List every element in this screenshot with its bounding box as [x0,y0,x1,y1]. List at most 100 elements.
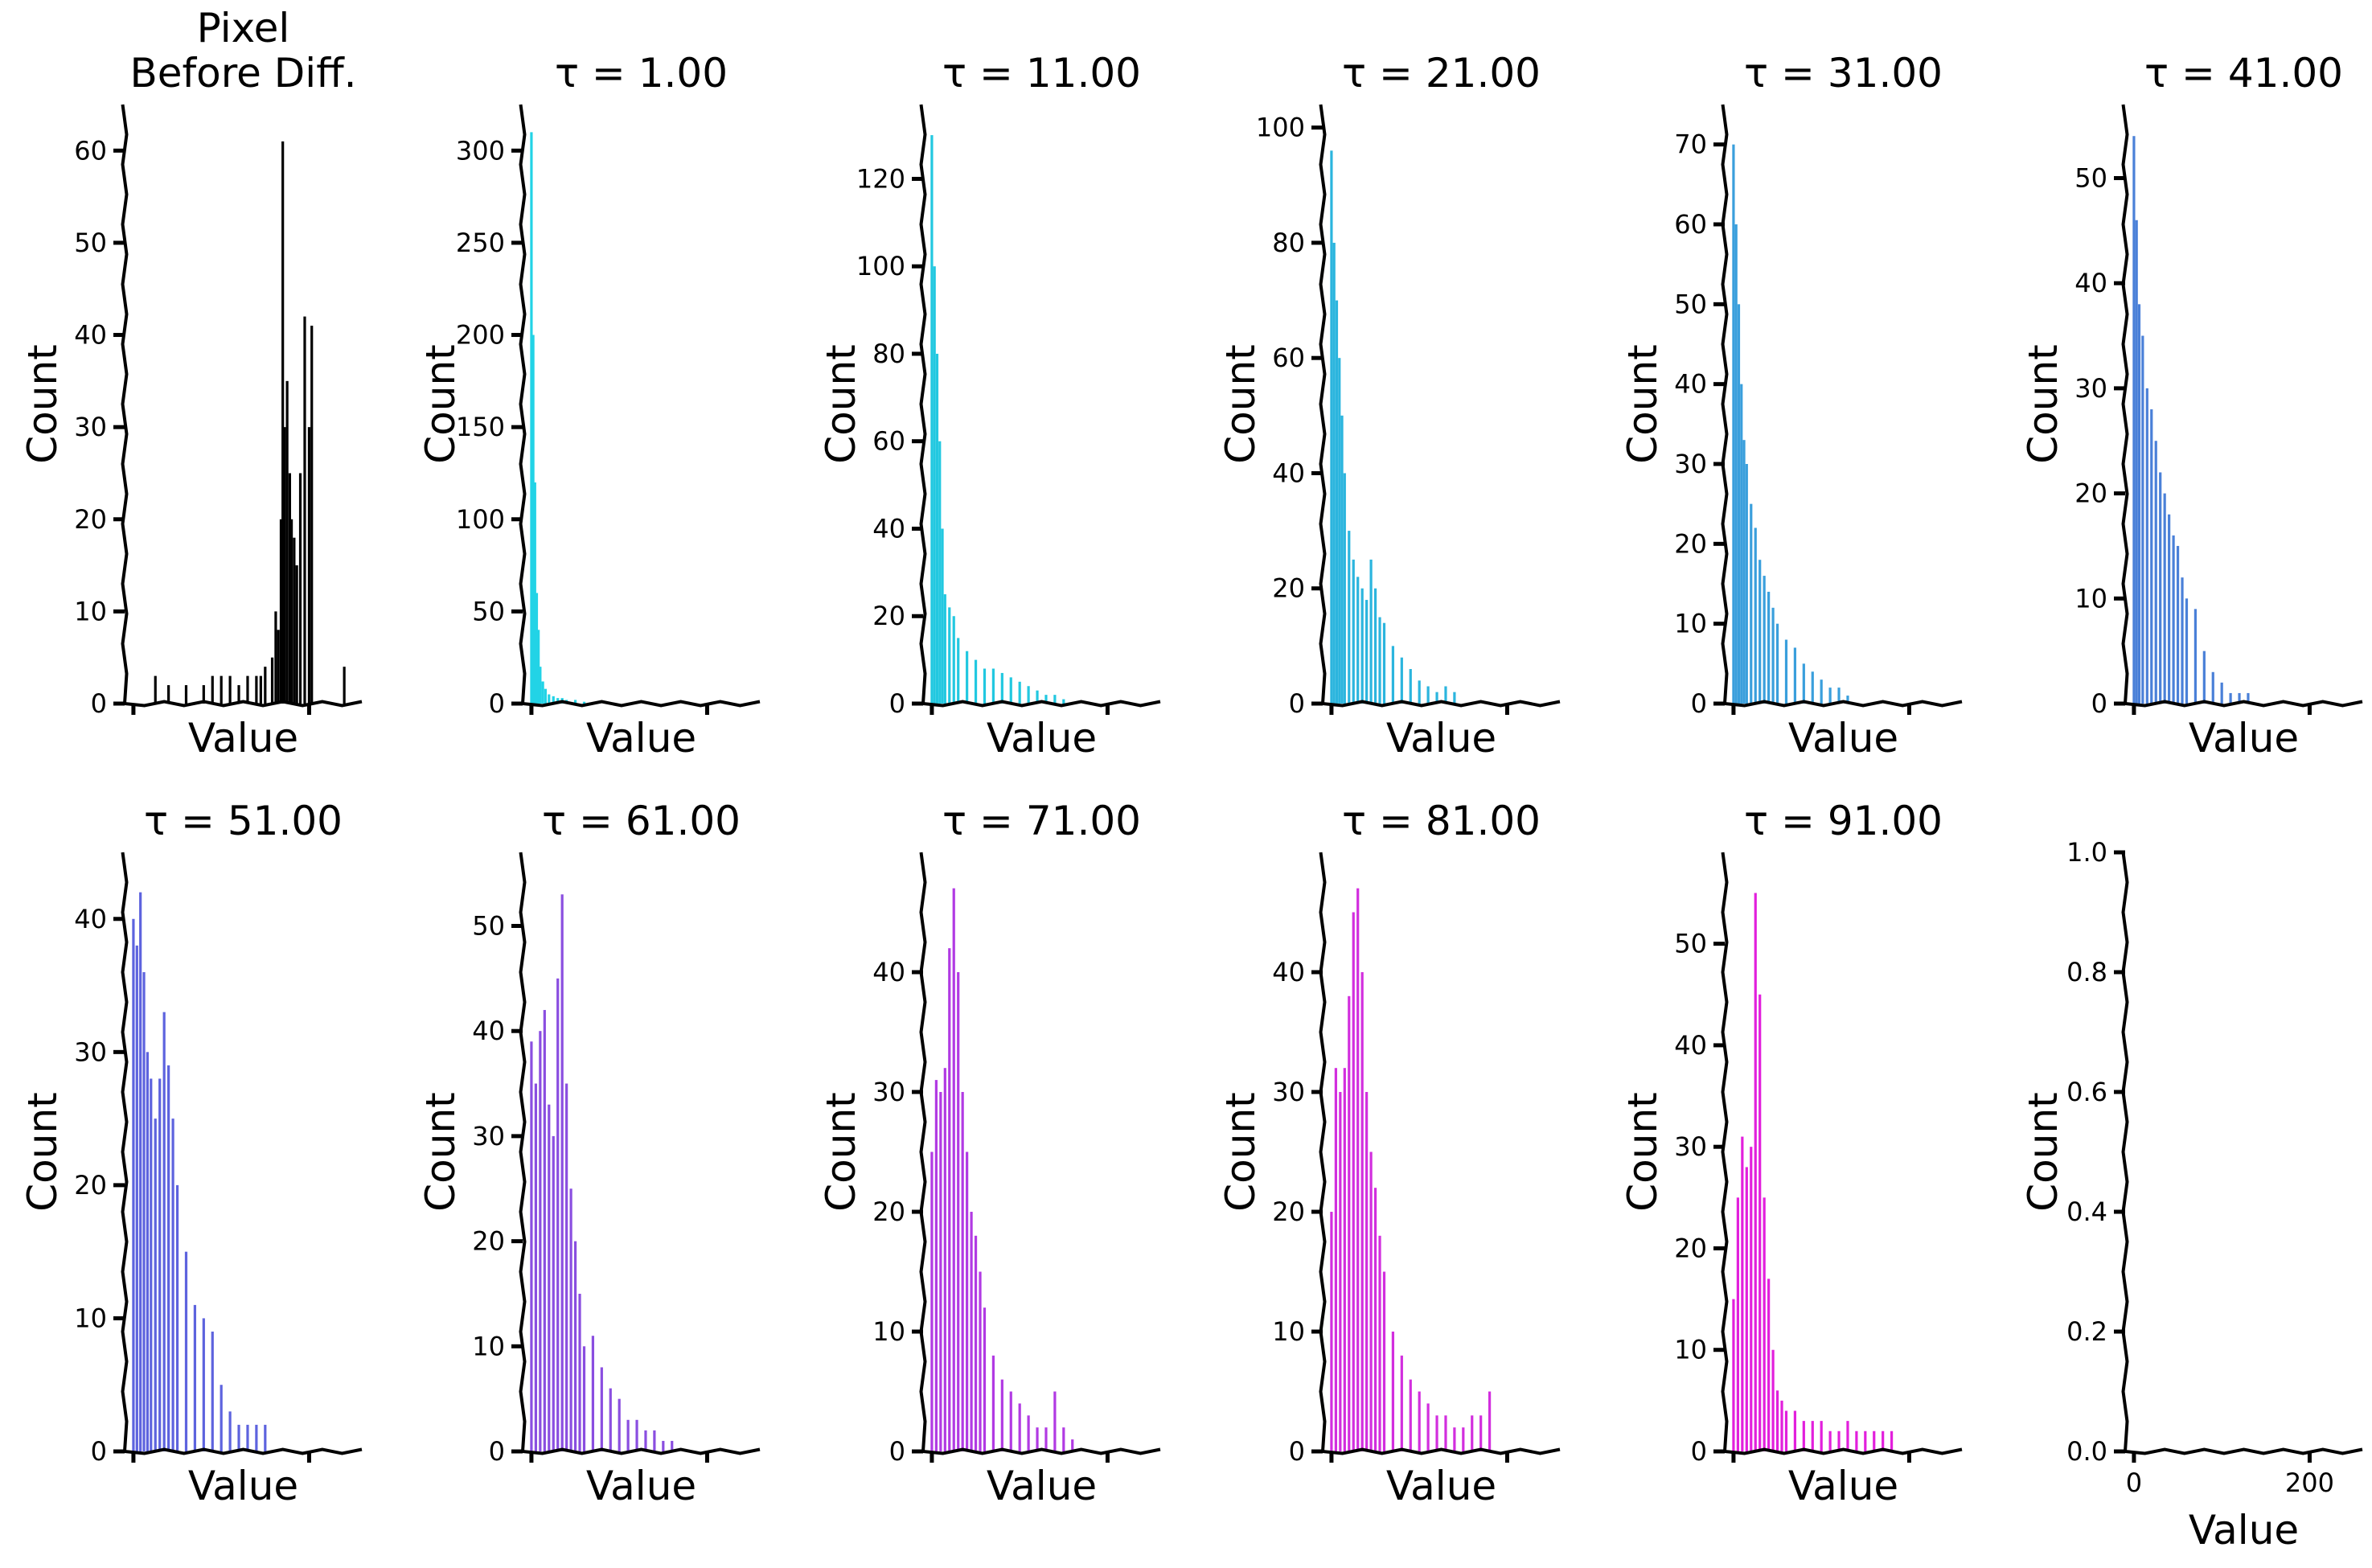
histogram-bar [255,1424,258,1451]
y-tick-label: 40 [872,513,905,544]
histogram-bar [1330,150,1333,704]
y-axis-spine [1721,104,1729,704]
histogram-bar [2176,545,2180,704]
subplot-2: 0 50 100 150 200 250 300 Value Count τ = 1.00 [417,50,761,761]
histogram-bar [246,1424,249,1451]
histogram-bar [1343,1068,1346,1451]
histogram-bar [578,1293,581,1451]
histogram-bar [1754,527,1757,704]
histogram-bar [2229,692,2232,704]
histogram-bar [618,1398,621,1451]
subplot-title: τ = 11.00 [942,50,1141,96]
y-axis-label: Count [818,1092,864,1212]
histogram-bar [1365,1092,1369,1451]
x-tick-label: 200 [2285,1467,2334,1498]
histogram-bar [952,616,955,704]
x-axis-label: Value [987,1463,1097,1509]
x-axis-spine [1322,700,1561,708]
y-tick-label: 20 [1674,528,1707,559]
histogram-bar [2132,136,2136,704]
histogram-bar [264,667,267,704]
histogram-bar [1882,1430,1885,1451]
histogram-bar [552,1135,555,1451]
histogram-bar [1369,559,1373,704]
histogram-bar [934,1080,938,1451]
subplot-7: 0 10 20 30 40 Value Count τ = 51.00 [19,798,363,1509]
y-axis-label: Count [19,344,66,464]
histogram-bar [264,1424,267,1451]
y-axis-spine [121,104,129,704]
y-tick-label: 50 [74,228,107,258]
histogram-bar [295,565,298,704]
y-tick-label: 40 [74,904,107,934]
histogram-bar [2135,220,2138,704]
histogram-bar [974,1235,978,1451]
y-tick-label: 10 [472,1331,505,1361]
histogram-bar [171,1119,174,1451]
histogram-bar [544,688,548,704]
histogram-bar [1373,588,1377,704]
y-axis-spine [2121,852,2129,1452]
histogram-bar [1382,1271,1386,1451]
histogram-bar [1767,1279,1771,1451]
histogram-bar [1828,688,1832,704]
y-axis-label: Count [1619,1092,1666,1212]
y-tick-label: 40 [1674,369,1707,400]
histogram-bar [1409,669,1412,704]
histogram-bar [548,1104,551,1451]
histogram-bar [941,528,944,704]
histogram-bar [1027,686,1030,704]
histogram-bar [283,427,286,704]
histogram-bar [1763,576,1766,704]
y-axis-spine [121,852,129,1452]
histogram-bar [935,353,939,704]
histogram-bar [1811,1421,1814,1451]
y-axis-spine [1319,104,1327,704]
y-tick-label: 20 [1674,1233,1707,1263]
histogram-bar [211,1332,214,1451]
histogram-bar [961,1092,964,1451]
histogram-bar [534,1083,537,1451]
histogram-bar [1352,559,1355,704]
histogram-bar [1750,1147,1753,1451]
histogram-bar [1740,384,1743,704]
y-tick-label: 20 [2074,478,2107,509]
x-axis-spine [124,1447,363,1455]
histogram-bar [277,630,280,704]
y-tick-label: 70 [1674,129,1707,160]
histogram-bar [1837,688,1841,704]
histogram-bar [2159,472,2162,704]
histogram-bar [1855,1430,1858,1451]
histogram-bar [158,1078,162,1451]
histogram-bar [1418,1391,1421,1451]
histogram-bar [1369,1151,1373,1451]
histogram-bar [948,948,951,1451]
y-tick-label: 0.2 [2066,1316,2107,1347]
y-tick-label: 10 [1272,1316,1305,1347]
histogram-bar [211,675,214,704]
histogram-bar [1732,1299,1735,1451]
histogram-bar [565,1083,568,1451]
histogram-bar [1330,1212,1333,1451]
histogram-bar [552,696,555,704]
y-axis-label: Count [1217,344,1264,464]
y-tick-label: 10 [1674,609,1707,639]
histogram-bar [1784,1410,1788,1451]
y-axis-spine [519,852,527,1452]
histogram-bar [1767,591,1771,704]
subplot-9: 0 10 20 30 40 Value Count τ = 71.00 [818,798,1161,1509]
histogram-bar [1348,531,1351,704]
y-tick-label: 20 [872,1197,905,1227]
histogram-bar [154,1119,157,1451]
histogram-bar [1348,995,1351,1451]
y-tick-label: 0 [91,1436,107,1467]
y-axis-label: Count [417,1092,464,1212]
x-tick-label: 0 [2126,1467,2142,1498]
histogram-bar [1343,473,1346,704]
histogram-bar [1334,1068,1337,1451]
histogram-bar [556,978,560,1451]
histogram-bar [2220,682,2223,704]
histogram-bar [310,326,314,704]
y-tick-label: 0.0 [2066,1436,2107,1467]
y-tick-label: 10 [74,1303,107,1333]
